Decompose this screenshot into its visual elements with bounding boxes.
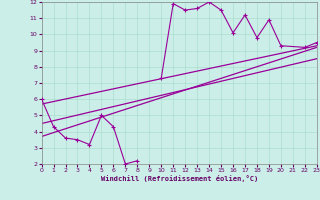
X-axis label: Windchill (Refroidissement éolien,°C): Windchill (Refroidissement éolien,°C)	[100, 175, 258, 182]
